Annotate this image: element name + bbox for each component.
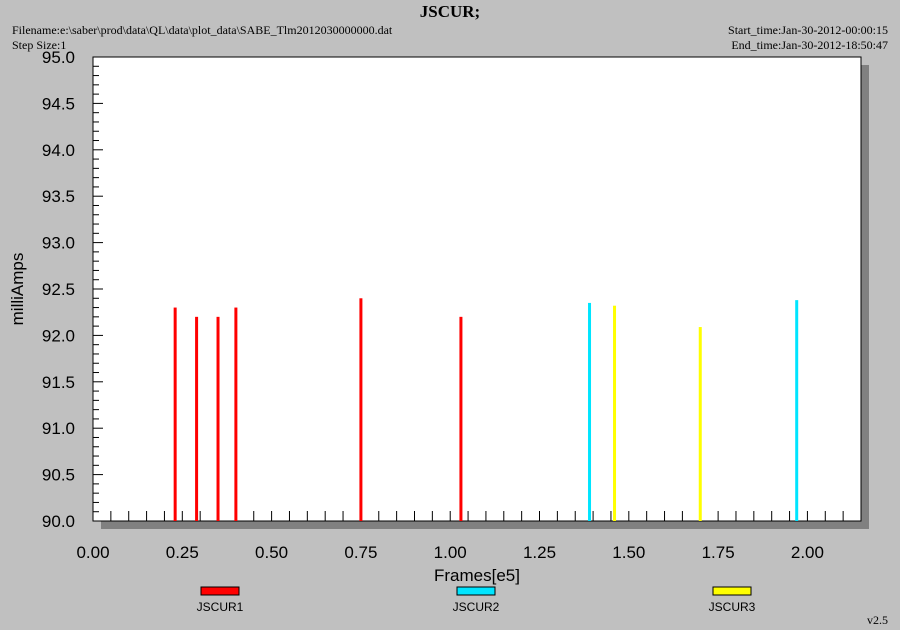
filename-label: Filename:e:\saber\prod\data\QL\data\plot…: [12, 23, 393, 37]
data-bar-jscur3: [698, 327, 702, 521]
x-tick-label: 0.50: [255, 543, 288, 562]
chart-title: JSCUR;: [419, 2, 481, 21]
start-time-label: Start_time:Jan-30-2012-00:00:15: [728, 23, 888, 37]
x-tick-label: 0.25: [166, 543, 199, 562]
x-tick-label: 0.75: [344, 543, 377, 562]
data-bar-jscur2: [795, 300, 799, 521]
step-size-label: Step Size:1: [12, 38, 67, 52]
legend-label: JSCUR2: [453, 600, 500, 614]
legend-swatch-jscur1: [200, 586, 240, 596]
y-tick-label: 92.5: [42, 280, 75, 299]
data-bar-jscur1: [173, 307, 177, 521]
version-label: v2.5: [867, 613, 888, 627]
x-axis-label: Frames[e5]: [434, 566, 520, 585]
legend-swatch-jscur2: [456, 586, 496, 596]
x-tick-label: 2.00: [791, 543, 824, 562]
y-tick-label: 91.5: [42, 373, 75, 392]
data-bar-jscur3: [613, 305, 617, 521]
data-bar-jscur1: [234, 307, 238, 521]
data-bar-jscur1: [216, 316, 220, 521]
y-tick-label: 95.0: [42, 48, 75, 67]
end-time-label: End_time:Jan-30-2012-18:50:47: [731, 38, 888, 52]
x-tick-label: 1.50: [612, 543, 645, 562]
x-tick-label: 1.75: [702, 543, 735, 562]
data-bar-jscur2: [588, 302, 592, 521]
x-tick-label: 1.25: [523, 543, 556, 562]
y-tick-label: 93.5: [42, 187, 75, 206]
legend-label: JSCUR3: [709, 600, 756, 614]
y-tick-label: 92.0: [42, 326, 75, 345]
y-tick-label: 90.0: [42, 512, 75, 531]
y-tick-label: 90.5: [42, 466, 75, 485]
plot-area: [92, 56, 862, 522]
legend-label: JSCUR1: [197, 600, 244, 614]
data-bar-jscur1: [359, 298, 363, 521]
data-bar-jscur1: [459, 316, 463, 521]
y-tick-label: 94.0: [42, 141, 75, 160]
y-tick-label: 91.0: [42, 419, 75, 438]
legend-swatch-jscur3: [712, 586, 752, 596]
y-tick-label: 94.5: [42, 94, 75, 113]
x-tick-label: 0.00: [76, 543, 109, 562]
y-axis-label: milliAmps: [8, 253, 27, 326]
x-tick-label: 1.00: [434, 543, 467, 562]
y-tick-label: 93.0: [42, 234, 75, 253]
data-bar-jscur1: [195, 316, 199, 521]
